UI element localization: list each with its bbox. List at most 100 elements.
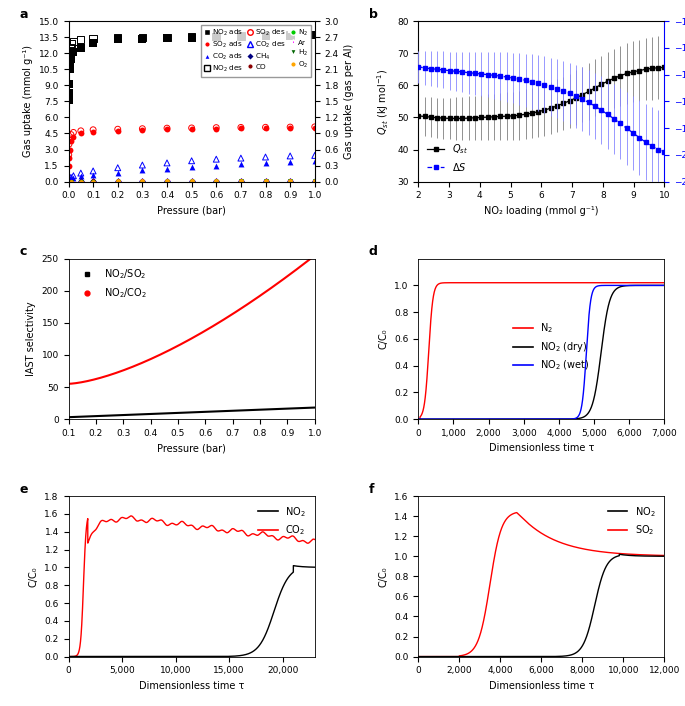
Point [75, 176, 86, 187]
Text: e: e [19, 483, 28, 496]
Point [68, 170, 79, 181]
Point [137, 176, 148, 187]
Point [236, 176, 247, 187]
Legend: $Q_{st}$, $\Delta S$: $Q_{st}$, $\Delta S$ [423, 138, 472, 176]
Point [162, 176, 173, 187]
X-axis label: Dimensionless time τ: Dimensionless time τ [488, 443, 594, 453]
Point [75, 176, 86, 187]
Point [75, 176, 86, 187]
Text: d: d [369, 246, 378, 258]
Point [137, 176, 148, 187]
Point [75, 42, 86, 54]
Point [66, 38, 77, 49]
Point [236, 176, 247, 187]
Point [66, 176, 77, 187]
Point [68, 47, 79, 58]
Legend: NO$_2$ ads, SO$_2$ ads, CO$_2$ ads, NO$_2$ des, SO$_2$ des, CO$_2$ des, CH$_4$, : NO$_2$ ads, SO$_2$ ads, CO$_2$ ads, NO$_… [201, 25, 311, 77]
Point [137, 123, 148, 134]
Point [137, 33, 148, 44]
Y-axis label: IAST selectivity: IAST selectivity [26, 301, 36, 376]
Point [66, 136, 77, 147]
Legend: NO$_2$/SO$_2$, NO$_2$/CO$_2$: NO$_2$/SO$_2$, NO$_2$/CO$_2$ [73, 263, 151, 304]
Point [63, 176, 74, 187]
Point [75, 176, 86, 187]
Y-axis label: Gas uptake (mmol g⁻¹): Gas uptake (mmol g⁻¹) [23, 45, 33, 157]
Point [211, 175, 222, 186]
Point [260, 176, 271, 187]
Point [310, 121, 321, 133]
Text: c: c [19, 246, 27, 258]
Text: f: f [369, 483, 375, 496]
Point [260, 30, 271, 41]
Point [88, 176, 99, 187]
Point [64, 78, 75, 90]
Point [310, 150, 321, 161]
Point [260, 175, 271, 186]
Text: b: b [369, 8, 378, 21]
Point [64, 53, 75, 64]
Point [66, 129, 77, 140]
Point [75, 171, 86, 182]
Point [88, 169, 99, 180]
Point [88, 176, 99, 187]
Point [75, 34, 86, 45]
Point [236, 123, 247, 134]
Point [186, 32, 197, 43]
Point [236, 158, 247, 169]
Point [211, 32, 222, 43]
Point [260, 176, 271, 187]
Point [260, 157, 271, 169]
Point [63, 95, 74, 106]
Point [64, 64, 75, 75]
Point [186, 122, 197, 133]
Point [66, 176, 77, 187]
Point [285, 176, 296, 187]
Point [211, 160, 222, 172]
Point [162, 157, 173, 169]
Point [66, 176, 77, 187]
Y-axis label: $Q_{st}$ (kJ mol$^{-1}$): $Q_{st}$ (kJ mol$^{-1}$) [375, 68, 391, 135]
Y-axis label: C/C₀: C/C₀ [29, 566, 39, 587]
Point [186, 175, 197, 186]
Point [162, 124, 173, 135]
Point [75, 176, 86, 187]
Point [137, 160, 148, 171]
Point [112, 176, 123, 187]
Point [310, 176, 321, 187]
Point [112, 32, 123, 43]
Point [88, 176, 99, 187]
Point [64, 88, 75, 99]
Point [186, 31, 197, 42]
Point [260, 151, 271, 162]
Point [310, 175, 321, 186]
Point [285, 150, 296, 162]
Point [137, 124, 148, 136]
Point [137, 176, 148, 187]
X-axis label: NO₂ loading (mmol g⁻¹): NO₂ loading (mmol g⁻¹) [484, 206, 599, 216]
Point [285, 176, 296, 187]
Point [186, 176, 197, 187]
Point [112, 124, 123, 135]
Point [68, 172, 79, 184]
X-axis label: Dimensionless time τ: Dimensionless time τ [488, 681, 594, 691]
Point [64, 173, 75, 184]
Point [285, 30, 296, 41]
Point [285, 122, 296, 133]
Point [211, 176, 222, 187]
Point [260, 30, 271, 42]
Point [162, 32, 173, 43]
Point [64, 144, 75, 155]
Point [88, 165, 99, 176]
Point [236, 121, 247, 133]
Y-axis label: C/C₀: C/C₀ [379, 328, 388, 349]
Point [211, 31, 222, 42]
Point [310, 176, 321, 187]
Point [63, 160, 74, 172]
X-axis label: Pressure (bar): Pressure (bar) [157, 206, 226, 216]
Point [310, 176, 321, 187]
Point [63, 149, 74, 160]
Point [162, 176, 173, 187]
Point [285, 156, 296, 167]
Point [112, 176, 123, 187]
Point [285, 30, 296, 41]
